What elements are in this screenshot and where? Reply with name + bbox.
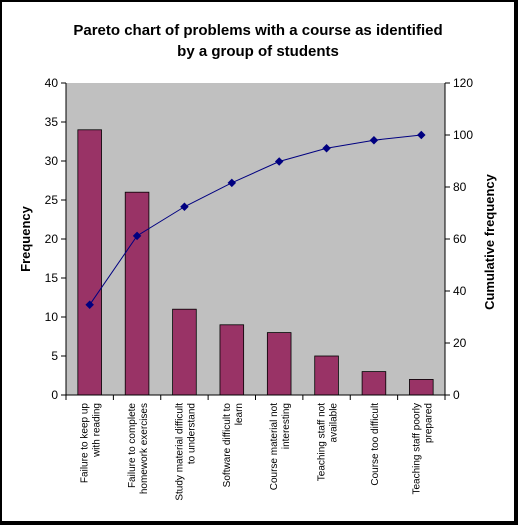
category-label: Study material difficult: [174, 403, 185, 501]
y-tick-label: 35: [45, 115, 59, 129]
y2-tick-label: 40: [453, 284, 467, 298]
bar: [172, 308, 197, 396]
category-label: to understand: [186, 403, 197, 464]
cumulative-point: [227, 178, 237, 188]
bar: [77, 129, 102, 396]
bar: [409, 378, 434, 396]
bar: [124, 191, 150, 396]
category-label: Course material not: [269, 403, 280, 490]
y2-tick-label: 100: [453, 128, 473, 142]
category-label: interesting: [281, 403, 292, 449]
category-label: with reading: [92, 403, 103, 458]
category-label: homework exercises: [139, 403, 150, 494]
cumulative-line: [85, 130, 426, 310]
cumulative-point: [274, 157, 284, 166]
category-label: Teaching staff poorly: [411, 403, 422, 495]
y-tick-label: 30: [45, 154, 59, 168]
y-axis-label: Frequency: [18, 205, 33, 272]
y-tick-label: 15: [45, 271, 59, 285]
y2-tick-label: 80: [453, 180, 467, 194]
category-label: prepared: [423, 403, 434, 443]
category-label: Course too difficult: [370, 403, 381, 486]
bar: [361, 371, 387, 396]
cumulative-point: [369, 135, 379, 145]
category-label: Failure to complete: [127, 403, 138, 488]
y-tick-label: 40: [45, 76, 59, 90]
right-axis-ticks: 0 20 40 60 80 100 120: [445, 76, 473, 402]
cumulative-point: [132, 231, 142, 241]
y-tick-label: 5: [51, 349, 58, 363]
bars: [77, 129, 434, 396]
category-label: learn: [234, 403, 245, 425]
y2-tick-label: 20: [453, 336, 467, 350]
chart-title-line: Pareto chart of problems with a course a…: [73, 22, 442, 39]
cumulative-line-path: [89, 134, 422, 306]
category-labels: Failure to keep up with reading Failure to…: [80, 403, 435, 501]
y2-tick-label: 60: [453, 232, 467, 246]
cumulative-point: [417, 130, 426, 140]
bar: [314, 355, 339, 396]
y2-axis-label: Cumulative frequency: [482, 173, 497, 310]
y2-tick-label: 120: [453, 76, 473, 90]
cumulative-point: [85, 300, 94, 310]
cumulative-point: [180, 202, 189, 212]
y-tick-label: 20: [45, 232, 59, 246]
chart-frame: Pareto chart of problems with a course a…: [2, 2, 514, 521]
left-axis-ticks: 0 5 10 15 20 25 30 35 40: [45, 76, 66, 402]
category-label: Teaching staff not: [317, 403, 328, 481]
chart-title-line: by a group of students: [177, 43, 339, 60]
y-tick-label: 25: [45, 193, 59, 207]
chart-title: Pareto chart of problems with a course a…: [73, 22, 442, 60]
bar: [219, 324, 245, 396]
y-tick-label: 0: [51, 388, 58, 402]
category-label: Software difficult to: [222, 403, 233, 488]
y-tick-label: 10: [45, 310, 59, 324]
y2-tick-label: 0: [453, 388, 460, 402]
category-label: Failure to keep up: [80, 403, 91, 483]
category-label: available: [329, 403, 340, 443]
plot-area: [66, 83, 445, 395]
pareto-chart: Pareto chart of problems with a course a…: [18, 22, 497, 501]
bar: [266, 332, 292, 396]
cumulative-point: [322, 144, 331, 153]
